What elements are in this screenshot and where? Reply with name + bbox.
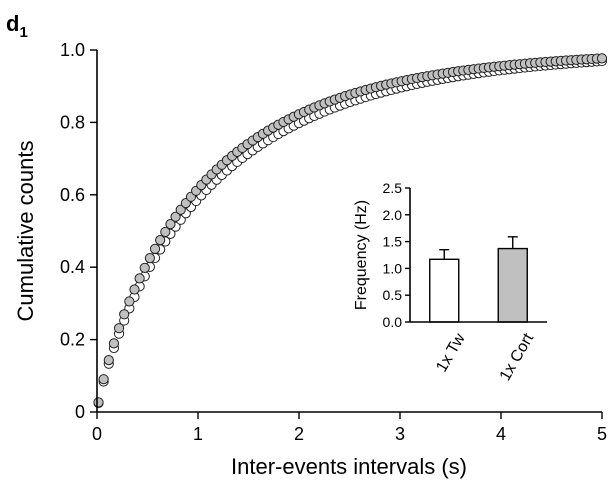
inset-category-label: 1x Cort <box>497 330 538 384</box>
main-data-points <box>93 53 608 409</box>
inset-y-tick-label: 1.0 <box>383 260 403 276</box>
main-x-axis-title: Inter-events intervals (s) <box>231 454 467 479</box>
data-point <box>93 397 104 408</box>
main-x-tick-label: 1 <box>193 424 203 444</box>
inset-bar <box>497 247 528 323</box>
main-chart: 0 0.2 0.4 0.6 0.8 1.0 0 1 2 3 4 5 Inter-events int… <box>13 40 608 479</box>
data-point <box>98 374 109 385</box>
data-point <box>155 235 166 246</box>
main-y-tick-label: 0 <box>75 402 85 422</box>
inset-y-tick-label: 2.5 <box>383 180 403 196</box>
data-point <box>149 243 161 254</box>
inset-category-label: 1x Tw <box>433 330 469 375</box>
main-x-tick-label: 0 <box>92 424 102 444</box>
data-point <box>160 226 171 238</box>
panel-label: d1 <box>6 11 28 41</box>
data-point <box>108 338 120 349</box>
inset-y-tick-label: 1.5 <box>383 234 403 250</box>
data-point <box>165 219 176 230</box>
main-x-tick-label: 3 <box>395 424 405 444</box>
main-x-tick-label: 2 <box>294 424 304 444</box>
data-point <box>103 355 114 366</box>
data-point <box>134 273 145 284</box>
main-y-tick-label: 0.2 <box>60 330 85 350</box>
data-point <box>124 296 135 307</box>
inset-bars <box>429 236 528 323</box>
main-y-tick-label: 0.4 <box>60 257 85 277</box>
main-y-ticks: 0 0.2 0.4 0.6 0.8 1.0 <box>60 40 97 422</box>
inset-y-tick-label: 2.0 <box>383 207 403 223</box>
inset-chart: 0.0 0.5 1.0 1.5 2.0 2.5 1x Tw 1x Cort Frequenc… <box>353 180 547 384</box>
main-y-tick-label: 0.8 <box>60 112 85 132</box>
data-point <box>113 323 125 334</box>
main-y-tick-label: 0.6 <box>60 185 85 205</box>
main-y-axis-title: Cumulative counts <box>13 141 38 322</box>
inset-error-bar <box>507 236 518 249</box>
inset-y-tick-label: 0.5 <box>383 287 403 303</box>
data-point <box>170 211 181 222</box>
inset-y-ticks: 0.0 0.5 1.0 1.5 2.0 2.5 <box>383 180 410 330</box>
inset-error-bar <box>439 248 450 260</box>
inset-y-axis-title: Frequency (Hz) <box>353 200 370 310</box>
inset-y-tick-label: 0.0 <box>383 314 403 330</box>
data-point <box>144 253 155 264</box>
data-point <box>119 309 130 320</box>
inset-category-labels: 1x Tw 1x Cort <box>433 330 537 384</box>
data-point <box>129 284 140 295</box>
main-x-tick-label: 4 <box>496 424 506 444</box>
data-point <box>175 204 186 215</box>
main-x-tick-label: 5 <box>597 424 607 444</box>
main-x-ticks: 0 1 2 3 4 5 <box>92 412 607 444</box>
panel-letter: d <box>6 11 19 36</box>
data-point <box>596 53 608 64</box>
panel-subscript: 1 <box>19 24 27 41</box>
main-y-tick-label: 1.0 <box>60 40 85 60</box>
data-point <box>139 262 150 274</box>
inset-bar <box>429 258 460 323</box>
